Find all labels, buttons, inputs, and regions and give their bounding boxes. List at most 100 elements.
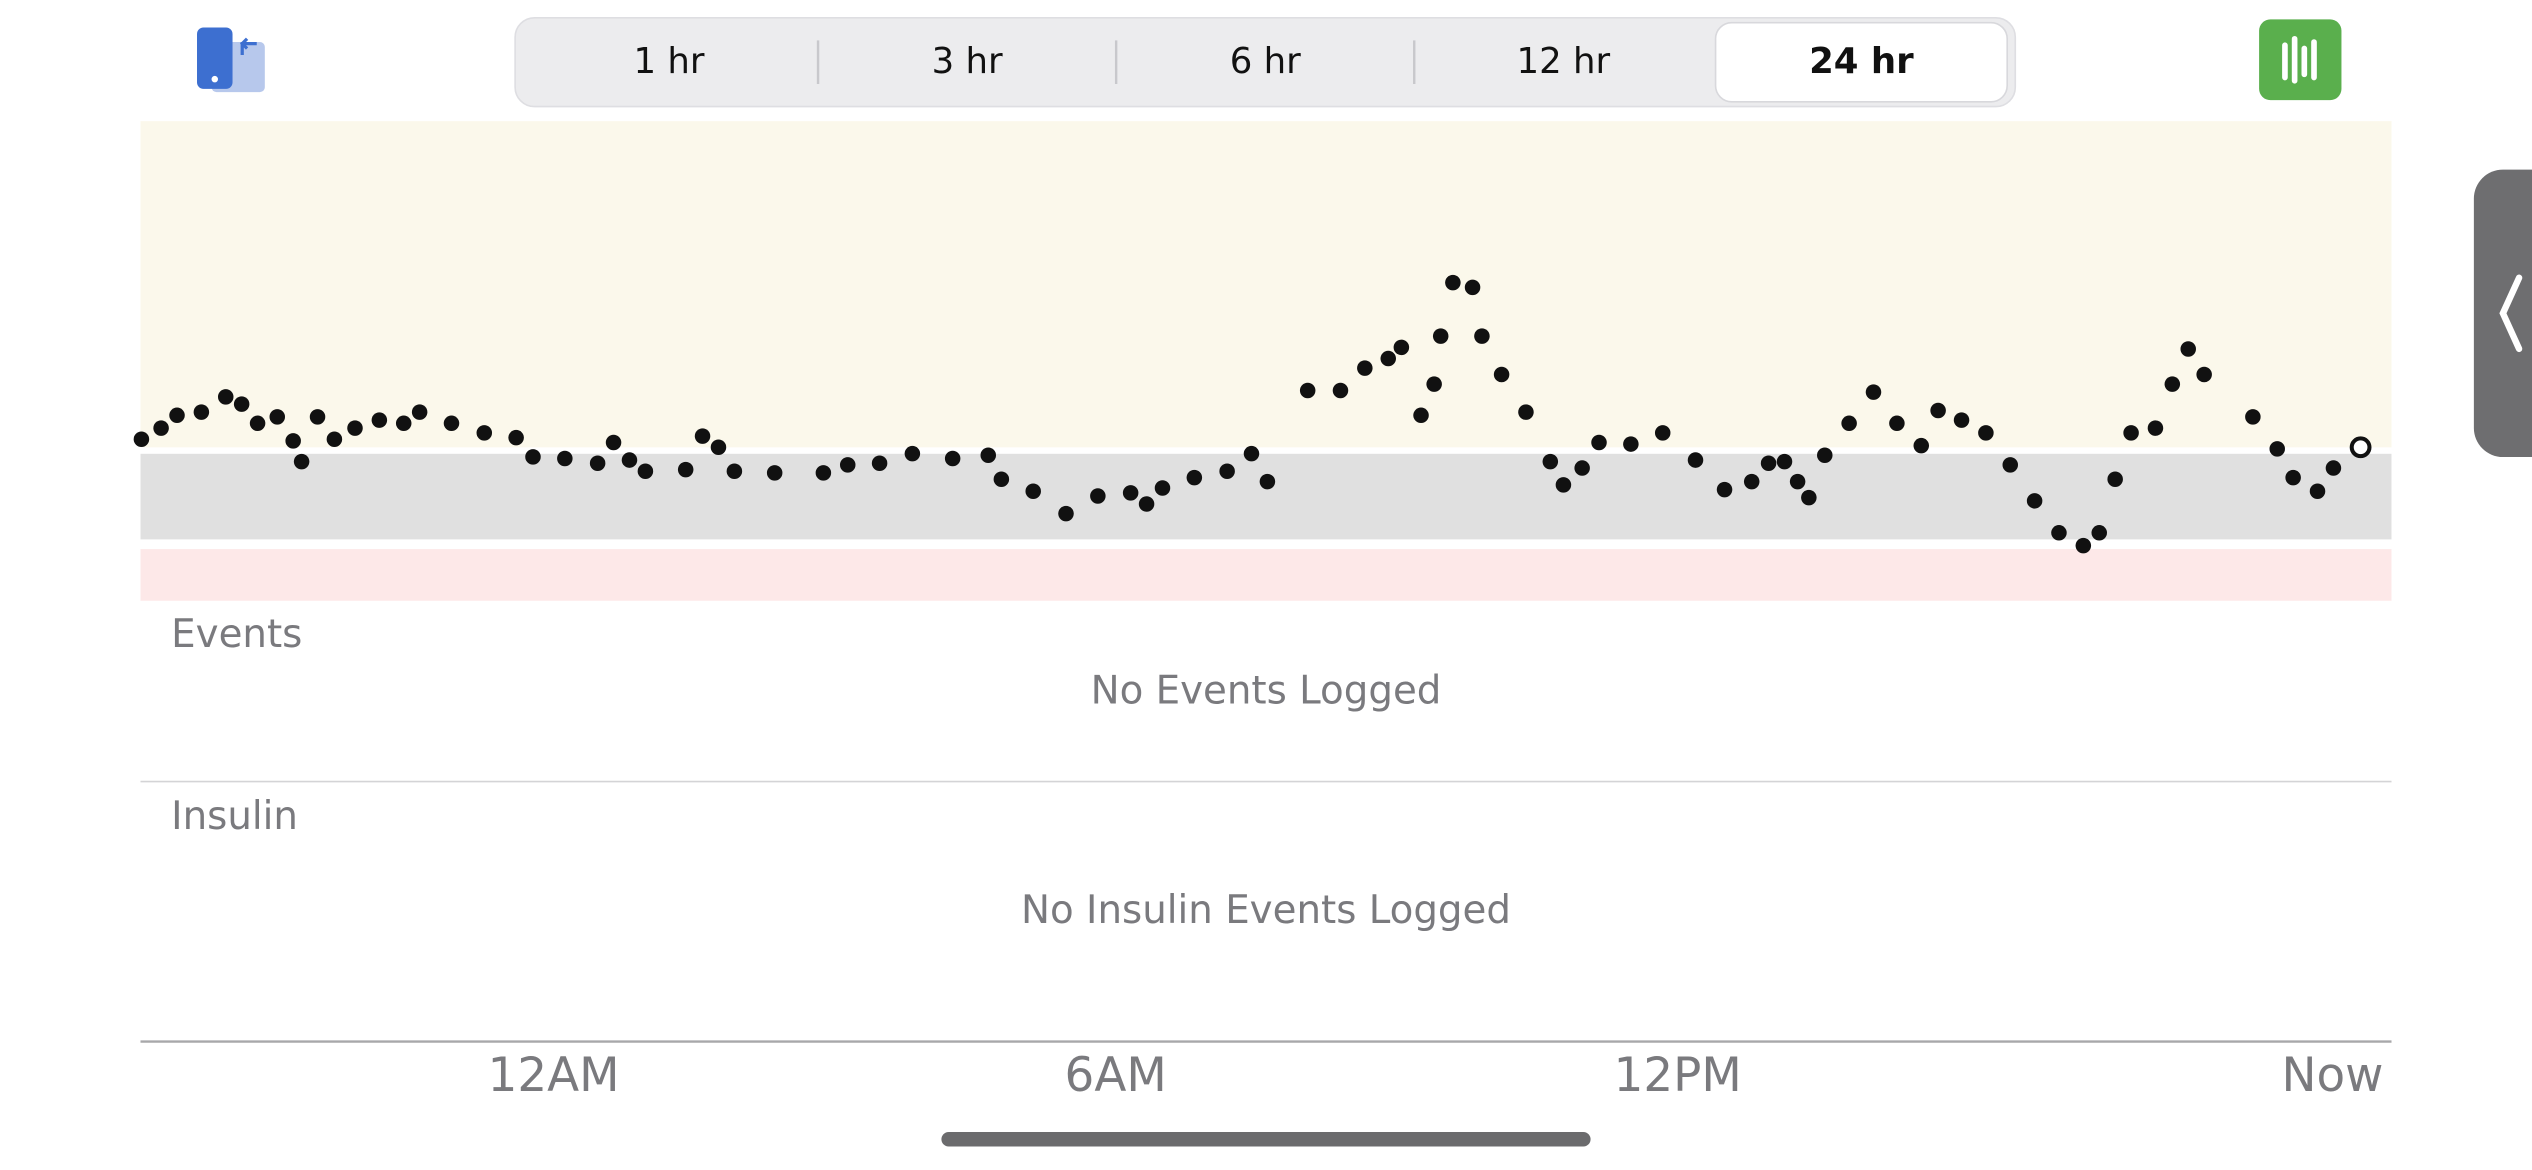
reading: [1332, 382, 1349, 399]
reading: [285, 433, 301, 449]
reading: [1058, 505, 1074, 522]
reading: [980, 447, 997, 464]
segment[interactable]: 6 hr: [1230, 41, 1301, 82]
reading: [1259, 473, 1276, 490]
reading: [726, 463, 743, 480]
reading: [557, 450, 573, 467]
insulin-empty: No Insulin Events Logged: [1021, 888, 1511, 933]
reading: [1219, 463, 1235, 480]
home-indicator: [941, 1132, 1591, 1147]
reading: [2091, 525, 2107, 541]
segment[interactable]: 1 hr: [634, 41, 705, 82]
reading: [694, 428, 711, 444]
reading: [217, 389, 234, 405]
reading: [1243, 445, 1260, 462]
reading: [904, 445, 921, 462]
reading: [443, 415, 460, 432]
reading: [1889, 415, 1905, 432]
reading: [1953, 412, 1970, 428]
rotate-button[interactable]: [197, 27, 265, 93]
now-label: Now: [2281, 1049, 2383, 1103]
reading: [1913, 437, 1930, 454]
reading: [2269, 441, 2285, 457]
reading: [2285, 469, 2301, 486]
share-button[interactable]: [2259, 19, 2342, 101]
low-zone: [140, 549, 2392, 601]
high-zone: [140, 121, 2392, 448]
reading: [395, 415, 412, 432]
reading: [508, 429, 524, 446]
reading: [193, 404, 210, 420]
segment[interactable]: 3 hr: [932, 41, 1003, 82]
reading: [1743, 473, 1760, 490]
reading: [1789, 473, 1806, 490]
icon-dot: [211, 75, 218, 83]
icon-phone: [197, 27, 233, 89]
reading: [2026, 493, 2043, 509]
segment[interactable]: 24 hr: [1809, 41, 1914, 82]
reading: [269, 409, 286, 425]
segments: 1 hr 3 hr 6 hr 12 hr 24 hr: [634, 21, 2008, 103]
reading: [1122, 485, 1139, 501]
reading: [2309, 483, 2326, 499]
side-tab-chevron: [2499, 274, 2523, 353]
reading: [1474, 328, 1490, 344]
reading: [993, 471, 1010, 487]
reading: [169, 407, 185, 424]
readings: [133, 274, 2372, 554]
reading: [589, 455, 606, 472]
events-title: Events: [171, 612, 302, 657]
reading: [2075, 537, 2092, 554]
reading: [411, 404, 428, 420]
reading: [621, 452, 638, 468]
reading: [1978, 425, 1994, 441]
reading: [1591, 434, 1607, 451]
reading: [1432, 328, 1449, 344]
reading: [1865, 384, 1882, 400]
reading: [233, 396, 250, 412]
reading: [1413, 407, 1429, 424]
reading: [1760, 455, 1777, 472]
reading: [1716, 481, 1733, 498]
x-tick-label: 12AM: [488, 1049, 620, 1103]
reading: [347, 420, 363, 436]
reading: [525, 449, 541, 465]
reading: [133, 431, 150, 448]
reading: [1393, 339, 1410, 356]
x-tick-label: 6AM: [1065, 1049, 1167, 1103]
reading: [1025, 483, 1041, 499]
segment-selected: [1714, 21, 2008, 103]
reading: [476, 425, 493, 441]
reading: [871, 455, 888, 472]
reading: [944, 450, 961, 467]
reading: [2325, 460, 2342, 476]
reading: [2164, 376, 2181, 392]
reading: [637, 463, 654, 480]
reading: [2123, 425, 2139, 441]
side-tab[interactable]: [2473, 169, 2532, 458]
reading: [2002, 457, 2019, 473]
reading: [2107, 471, 2123, 487]
reading: [1542, 453, 1559, 470]
reading: [1574, 460, 1590, 476]
reading: [1801, 489, 1817, 506]
reading: [815, 465, 832, 481]
reading: [710, 439, 727, 456]
x-axis-labels: 12AM 6AM 12PM Now: [488, 1049, 2384, 1103]
events-empty: No Events Logged: [1091, 668, 1442, 713]
reading: [249, 415, 266, 432]
reading: [309, 409, 326, 425]
reading: [1464, 279, 1481, 296]
reading: [1299, 382, 1316, 399]
reading: [1445, 274, 1461, 291]
reading: [1426, 376, 1442, 392]
reading: [326, 431, 343, 448]
reading: [2051, 525, 2067, 541]
segment[interactable]: 12 hr: [1516, 41, 1610, 82]
reading: [1357, 360, 1373, 376]
reading: [1380, 350, 1396, 367]
x-tick-label: 12PM: [1614, 1049, 1742, 1103]
reading: [1090, 488, 1106, 504]
